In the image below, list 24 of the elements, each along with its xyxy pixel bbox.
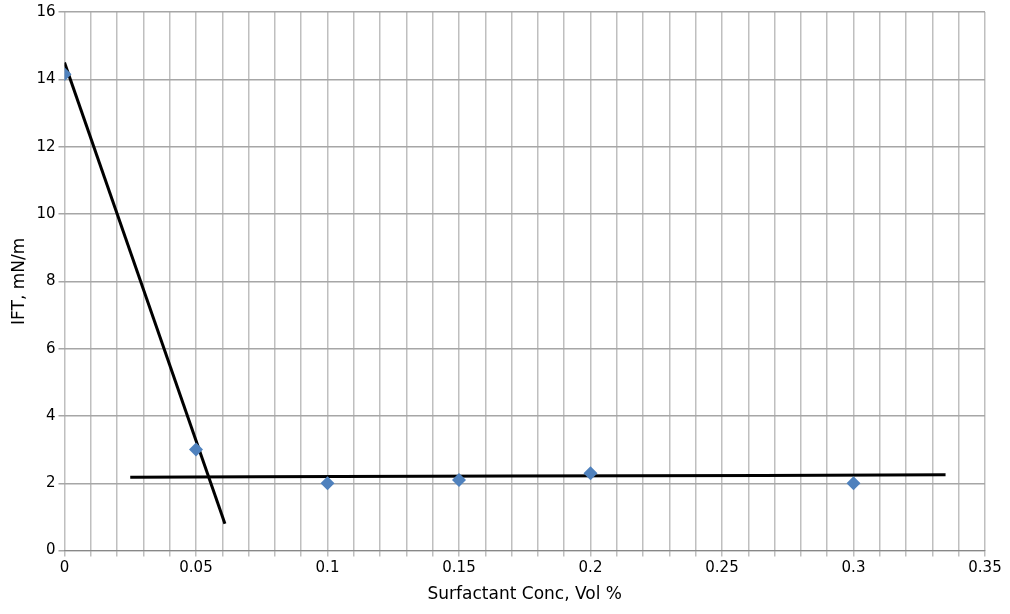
y-tick-label: 16 (36, 1, 56, 20)
point (583, 466, 598, 481)
x-tick-label: 0.3 (841, 558, 866, 577)
y-tick-label: 4 (45, 405, 56, 424)
x-tick-label: 0.35 (968, 558, 1002, 577)
x-tick-label: 0.25 (705, 558, 739, 577)
x-tick-label: 0 (59, 558, 70, 577)
y-tick-label: 10 (36, 203, 56, 222)
y-tick-label: 2 (45, 473, 56, 492)
point (451, 472, 466, 487)
x-axis-title: Surfactant Conc, Vol % (427, 583, 622, 604)
point (188, 442, 203, 457)
x-tick-label: 0.1 (315, 558, 340, 577)
point (846, 476, 861, 491)
x-tick-label: 0.05 (179, 558, 213, 577)
y-tick-label: 0 (45, 540, 56, 559)
point (320, 476, 335, 491)
y-axis-title: IFT, mN/m (7, 237, 28, 325)
x-tick-label: 0.15 (442, 558, 476, 577)
y-tick-label: 8 (45, 271, 56, 290)
y-tick-label: 6 (45, 338, 56, 357)
x-tick-label: 0.2 (578, 558, 603, 577)
y-tick-label: 12 (36, 136, 56, 155)
y-tick-label: 14 (36, 69, 56, 88)
